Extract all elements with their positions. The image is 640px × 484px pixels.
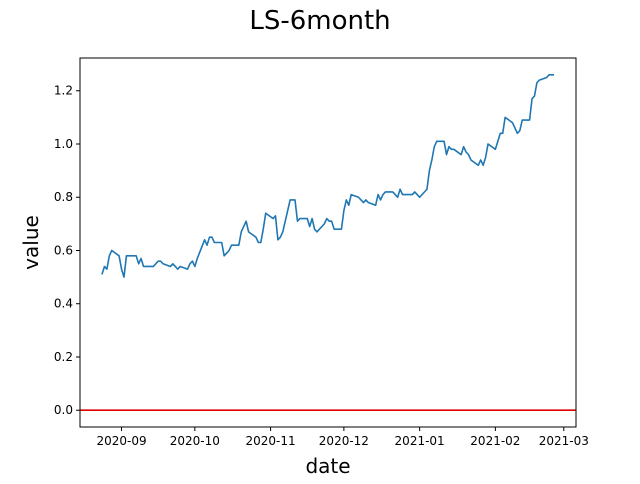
plot-frame	[79, 57, 577, 428]
x-tick-label: 2021-03	[539, 434, 589, 448]
x-tick-label: 2021-01	[395, 434, 445, 448]
y-tick-label: 0.6	[54, 243, 73, 257]
x-tick-label: 2020-09	[96, 434, 146, 448]
chart-title: LS-6month	[249, 6, 391, 36]
x-axis-label: date	[305, 454, 350, 478]
x-tick-label: 2020-11	[246, 434, 296, 448]
x-tick-label: 2020-10	[170, 434, 220, 448]
y-tick-label: 1.0	[54, 137, 73, 151]
y-axis-label: value	[19, 215, 43, 270]
y-tick-label: 0.0	[54, 403, 73, 417]
series-line-0	[101, 73, 555, 278]
x-tick-label: 2020-12	[319, 434, 369, 448]
y-tick-label: 1.2	[54, 84, 73, 98]
y-tick-label: 0.8	[54, 190, 73, 204]
y-tick-label: 0.2	[54, 350, 73, 364]
x-tick-label: 2021-02	[470, 434, 520, 448]
y-tick-label: 0.4	[54, 297, 73, 311]
